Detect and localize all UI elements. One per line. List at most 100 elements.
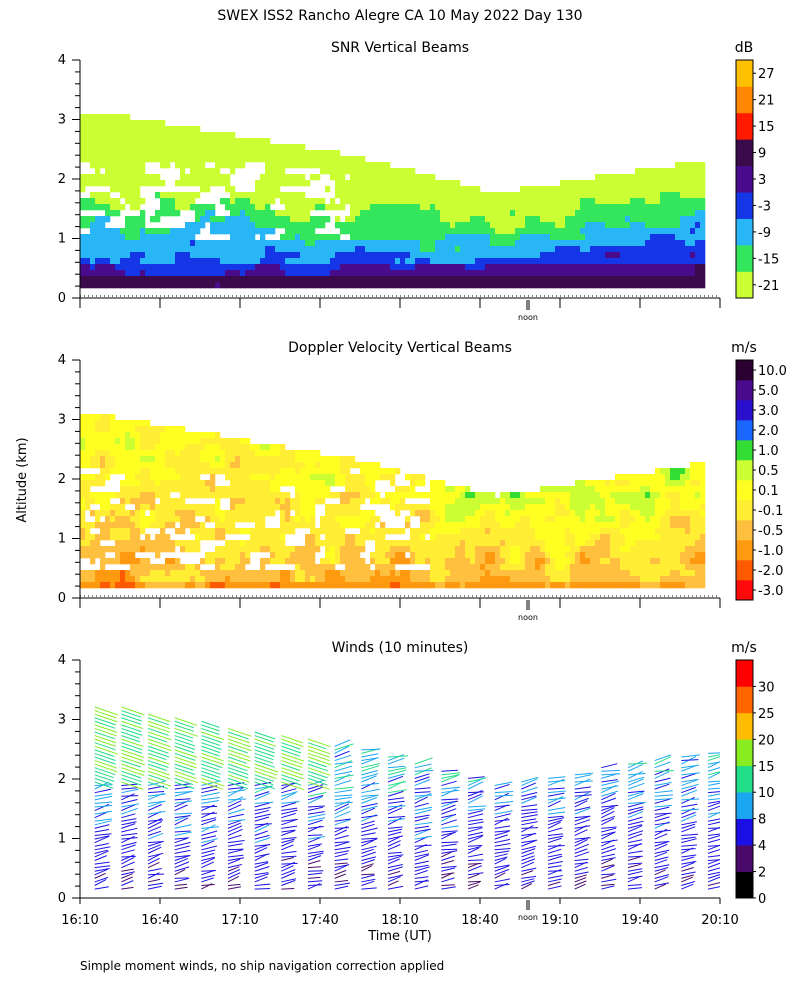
heatmap-cell	[600, 582, 606, 589]
heatmap-cell	[625, 252, 631, 259]
heatmap-cell	[325, 462, 331, 469]
heatmap-cell	[355, 198, 361, 205]
heatmap-cell	[215, 162, 221, 169]
heatmap-cell	[210, 444, 216, 451]
heatmap-cell	[165, 450, 171, 457]
heatmap-cell	[425, 552, 431, 559]
heatmap-cell	[255, 138, 261, 145]
heatmap-cell	[460, 252, 466, 259]
heatmap-cell	[635, 540, 641, 547]
heatmap-cell	[545, 516, 551, 523]
heatmap-cell	[520, 276, 526, 283]
heatmap-cell	[305, 240, 311, 247]
heatmap-cell	[375, 204, 381, 211]
heatmap-cell	[225, 546, 231, 553]
heatmap-cell	[85, 546, 91, 553]
heatmap-cell	[205, 462, 211, 469]
heatmap-cell	[100, 582, 106, 589]
heatmap-cell	[335, 558, 341, 565]
heatmap-cell	[110, 210, 116, 217]
heatmap-cell	[385, 204, 391, 211]
heatmap-cell	[220, 252, 226, 259]
heatmap-cell	[85, 114, 91, 121]
heatmap-cell	[335, 534, 341, 541]
heatmap-cell	[690, 558, 696, 565]
heatmap-cell	[225, 144, 231, 151]
heatmap-cell	[585, 558, 591, 565]
heatmap-cell	[350, 564, 356, 571]
heatmap-cell	[655, 522, 661, 529]
heatmap-cell	[500, 504, 506, 511]
heatmap-cell	[665, 552, 671, 559]
heatmap-cell	[225, 462, 231, 469]
heatmap-cell	[220, 516, 226, 523]
heatmap-cell	[535, 516, 541, 523]
heatmap-cell	[360, 486, 366, 493]
heatmap-cell	[190, 438, 196, 445]
heatmap-cell	[600, 192, 606, 199]
heatmap-cell	[120, 498, 126, 505]
heatmap-cell	[115, 204, 121, 211]
heatmap-cell	[660, 534, 666, 541]
heatmap-cell	[570, 264, 576, 271]
heatmap-cell	[435, 528, 441, 535]
heatmap-cell	[550, 486, 556, 493]
heatmap-cell	[135, 486, 141, 493]
heatmap-cell	[185, 246, 191, 253]
heatmap-cell	[240, 498, 246, 505]
heatmap-cell	[500, 264, 506, 271]
heatmap-cell	[495, 228, 501, 235]
heatmap-cell	[90, 204, 96, 211]
heatmap-cell	[540, 222, 546, 229]
heatmap-cell	[495, 564, 501, 571]
heatmap-cell	[300, 180, 306, 187]
heatmap-cell	[495, 498, 501, 505]
heatmap-cell	[80, 186, 86, 193]
heatmap-cell	[250, 510, 256, 517]
heatmap-cell	[415, 192, 421, 199]
heatmap-cell	[100, 126, 106, 133]
heatmap-cell	[555, 528, 561, 535]
heatmap-cell	[95, 162, 101, 169]
heatmap-cell	[345, 576, 351, 583]
heatmap-cell	[610, 546, 616, 553]
heatmap-cell	[595, 492, 601, 499]
heatmap-cell	[245, 252, 251, 259]
heatmap-cell	[565, 546, 571, 553]
heatmap-cell	[320, 252, 326, 259]
heatmap-cell	[675, 282, 681, 289]
heatmap-cell	[130, 546, 136, 553]
heatmap-cell	[490, 516, 496, 523]
heatmap-cell	[140, 582, 146, 589]
heatmap-cell	[500, 252, 506, 259]
heatmap-cell	[110, 198, 116, 205]
heatmap-cell	[420, 474, 426, 481]
heatmap-cell	[110, 276, 116, 283]
heatmap-cell	[80, 180, 86, 187]
heatmap-cell	[585, 480, 591, 487]
heatmap-cell	[395, 228, 401, 235]
heatmap-cell	[580, 240, 586, 247]
heatmap-cell	[130, 204, 136, 211]
heatmap-cell	[415, 252, 421, 259]
heatmap-cell	[630, 498, 636, 505]
heatmap-cell	[660, 228, 666, 235]
heatmap-cell	[625, 222, 631, 229]
heatmap-cell	[145, 444, 151, 451]
heatmap-cell	[445, 282, 451, 289]
heatmap-cell	[685, 504, 691, 511]
heatmap-cell	[375, 528, 381, 535]
heatmap-cell	[515, 504, 521, 511]
heatmap-cell	[315, 546, 321, 553]
heatmap-cell	[630, 510, 636, 517]
colorbar-swatch	[736, 218, 753, 246]
heatmap-cell	[275, 576, 281, 583]
heatmap-cell	[295, 582, 301, 589]
heatmap-cell	[580, 582, 586, 589]
heatmap-cell	[670, 504, 676, 511]
heatmap-cell	[565, 210, 571, 217]
heatmap-cell	[690, 270, 696, 277]
heatmap-cell	[135, 204, 141, 211]
heatmap-cell	[460, 552, 466, 559]
heatmap-cell	[115, 276, 121, 283]
